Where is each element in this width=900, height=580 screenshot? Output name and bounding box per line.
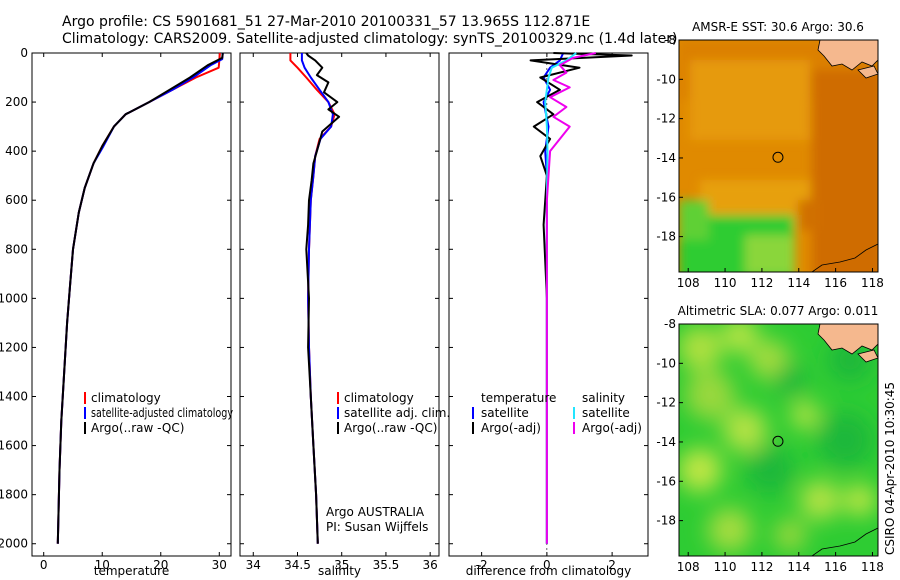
legend-label: Argo(..raw -QC): [91, 421, 184, 435]
legend-label: Argo(-adj): [582, 421, 642, 435]
x-tick-label: 36: [423, 558, 438, 572]
coastline: [811, 243, 878, 272]
y-tick-label: 0: [20, 46, 28, 60]
x-tick-label: -2: [476, 558, 488, 572]
y-tick-label: 200: [5, 95, 28, 109]
sla-map-frame: [678, 323, 879, 557]
map-x-tick-label: 114: [787, 560, 810, 574]
temperature-panel: 0 10 20 30 temperature 0 200 400 600 800 1000 1200 1…: [0, 46, 232, 578]
map-x-tick-label: 118: [861, 560, 884, 574]
y-tick-label: 1400: [0, 390, 28, 404]
map-x-tick-label: 116: [824, 560, 847, 574]
legend-label: climatology: [91, 391, 161, 405]
island-polygon: [857, 349, 878, 363]
argo-pi-note: PI: Susan Wijffels: [326, 520, 428, 534]
sst-map-frame: [678, 39, 879, 273]
x-tick-label: 0: [543, 558, 551, 572]
map-x-tick-label: 112: [750, 276, 773, 290]
argo-location-marker: [772, 151, 784, 163]
map-x-tick-label: 110: [714, 276, 737, 290]
map-x-tick-label: 108: [677, 276, 700, 290]
x-tick-label: 35: [334, 558, 349, 572]
land-polygon: [817, 324, 878, 355]
map-y-tick-label: -16: [656, 474, 676, 488]
legend-label: satellite: [481, 406, 529, 420]
map-y-tick-label: -8: [664, 33, 676, 47]
x-tick-label: 0: [40, 558, 48, 572]
x-tick-label: 35.5: [373, 558, 400, 572]
map-x-tick-label: 118: [861, 276, 884, 290]
map-y-tick-label: -12: [656, 112, 676, 126]
map-y-tick-label: -8: [664, 317, 676, 331]
map-x-tick-label: 108: [677, 560, 700, 574]
map-y-tick-label: -16: [656, 190, 676, 204]
x-tick-label: 30: [212, 558, 227, 572]
y-tick-label: 1200: [0, 340, 28, 354]
x-tick-label: 34.5: [284, 558, 311, 572]
y-tick-label: 1800: [0, 488, 28, 502]
map-x-tick-label: 112: [750, 560, 773, 574]
series-line-argo-raw-qc-: [56, 52, 224, 544]
series-line-temperature-argo-adj-: [529, 52, 633, 544]
sst-map-ticks: 108 110 112 114 116 118 -8 -10 -12 -14 -16 -18: [656, 33, 884, 290]
sst-map-title: AMSR-E SST: 30.6 Argo: 30.6: [692, 20, 864, 34]
map-y-tick-label: -18: [656, 514, 676, 528]
map-y-tick-label: -10: [656, 356, 676, 370]
legend-label: Argo(-adj): [481, 421, 541, 435]
coastline: [811, 527, 878, 556]
x-tick-label: 10: [95, 558, 110, 572]
argo-program-note: Argo AUSTRALIA: [326, 505, 425, 519]
legend-label: Argo(..raw -QC): [344, 421, 437, 435]
legend-header-salinity: salinity: [582, 391, 625, 405]
salinity-legend: climatology satellite adj. clim. Argo(..…: [326, 391, 450, 534]
legend-label: satellite adj. clim.: [344, 406, 450, 420]
x-axis-label: temperature: [94, 564, 169, 578]
figure-title-line-1: Argo profile: CS 5901681_51 27-Mar-2010 …: [62, 14, 590, 30]
island-polygon: [857, 65, 878, 79]
y-tick-label: 1600: [0, 439, 28, 453]
map-y-tick-label: -14: [656, 151, 676, 165]
legend-label: climatology: [344, 391, 414, 405]
sla-field-pattern: [679, 324, 878, 556]
map-y-tick-label: -14: [656, 435, 676, 449]
x-axis-label: difference from climatology: [466, 564, 632, 578]
sla-map-title: Altimetric SLA: 0.077 Argo: 0.011: [678, 304, 879, 318]
sst-map: AMSR-E SST: 30.6 Argo: 30.6 108 110 112 114…: [656, 20, 884, 290]
legend-header-temperature: temperature: [481, 391, 556, 405]
salinity-panel: 34 34.5 35 35.5 36 salinity: [239, 52, 440, 578]
y-tick-label: 1000: [0, 291, 28, 305]
figure-title-line-2: Climatology: CARS2009. Satellite-adjuste…: [62, 31, 677, 47]
y-tick-label: 400: [5, 144, 28, 158]
map-y-tick-label: -10: [656, 72, 676, 86]
series-line-argo-raw-qc-: [305, 52, 341, 544]
sla-map-ticks: 108 110 112 114 116 118 -8 -10 -12 -14 -16 -18: [656, 317, 884, 574]
series-line-salinity-argo-adj-: [545, 52, 597, 544]
map-x-tick-label: 110: [714, 560, 737, 574]
y-tick-label: 800: [5, 242, 28, 256]
plot-frame: [31, 52, 232, 557]
y-tick-label: 600: [5, 193, 28, 207]
x-tick-label: 2: [608, 558, 616, 572]
sla-map: Altimetric SLA: 0.077 Argo: 0.011: [656, 304, 884, 574]
map-y-tick-label: -12: [656, 396, 676, 410]
x-tick-label: 34: [246, 558, 261, 572]
x-tick-label: 20: [153, 558, 168, 572]
x-axis-label: salinity: [318, 564, 361, 578]
plot-frame: [239, 52, 440, 557]
y-tick-label: 2000: [0, 537, 28, 551]
argo-location-marker: [772, 435, 784, 447]
difference-legend: temperature salinity satellite Argo(-adj…: [472, 391, 642, 435]
temperature-legend: climatology satellite-adjusted climatolo…: [84, 391, 233, 435]
land-polygon: [817, 40, 878, 71]
side-timestamp-label: CSIRO 04-Apr-2010 10:30:45: [883, 382, 897, 555]
legend-label: satellite: [582, 406, 630, 420]
map-x-tick-label: 116: [824, 276, 847, 290]
legend-label: satellite-adjusted climatology: [91, 406, 233, 420]
map-x-tick-label: 114: [787, 276, 810, 290]
sst-field-pattern: [679, 40, 878, 272]
map-y-tick-label: -18: [656, 230, 676, 244]
